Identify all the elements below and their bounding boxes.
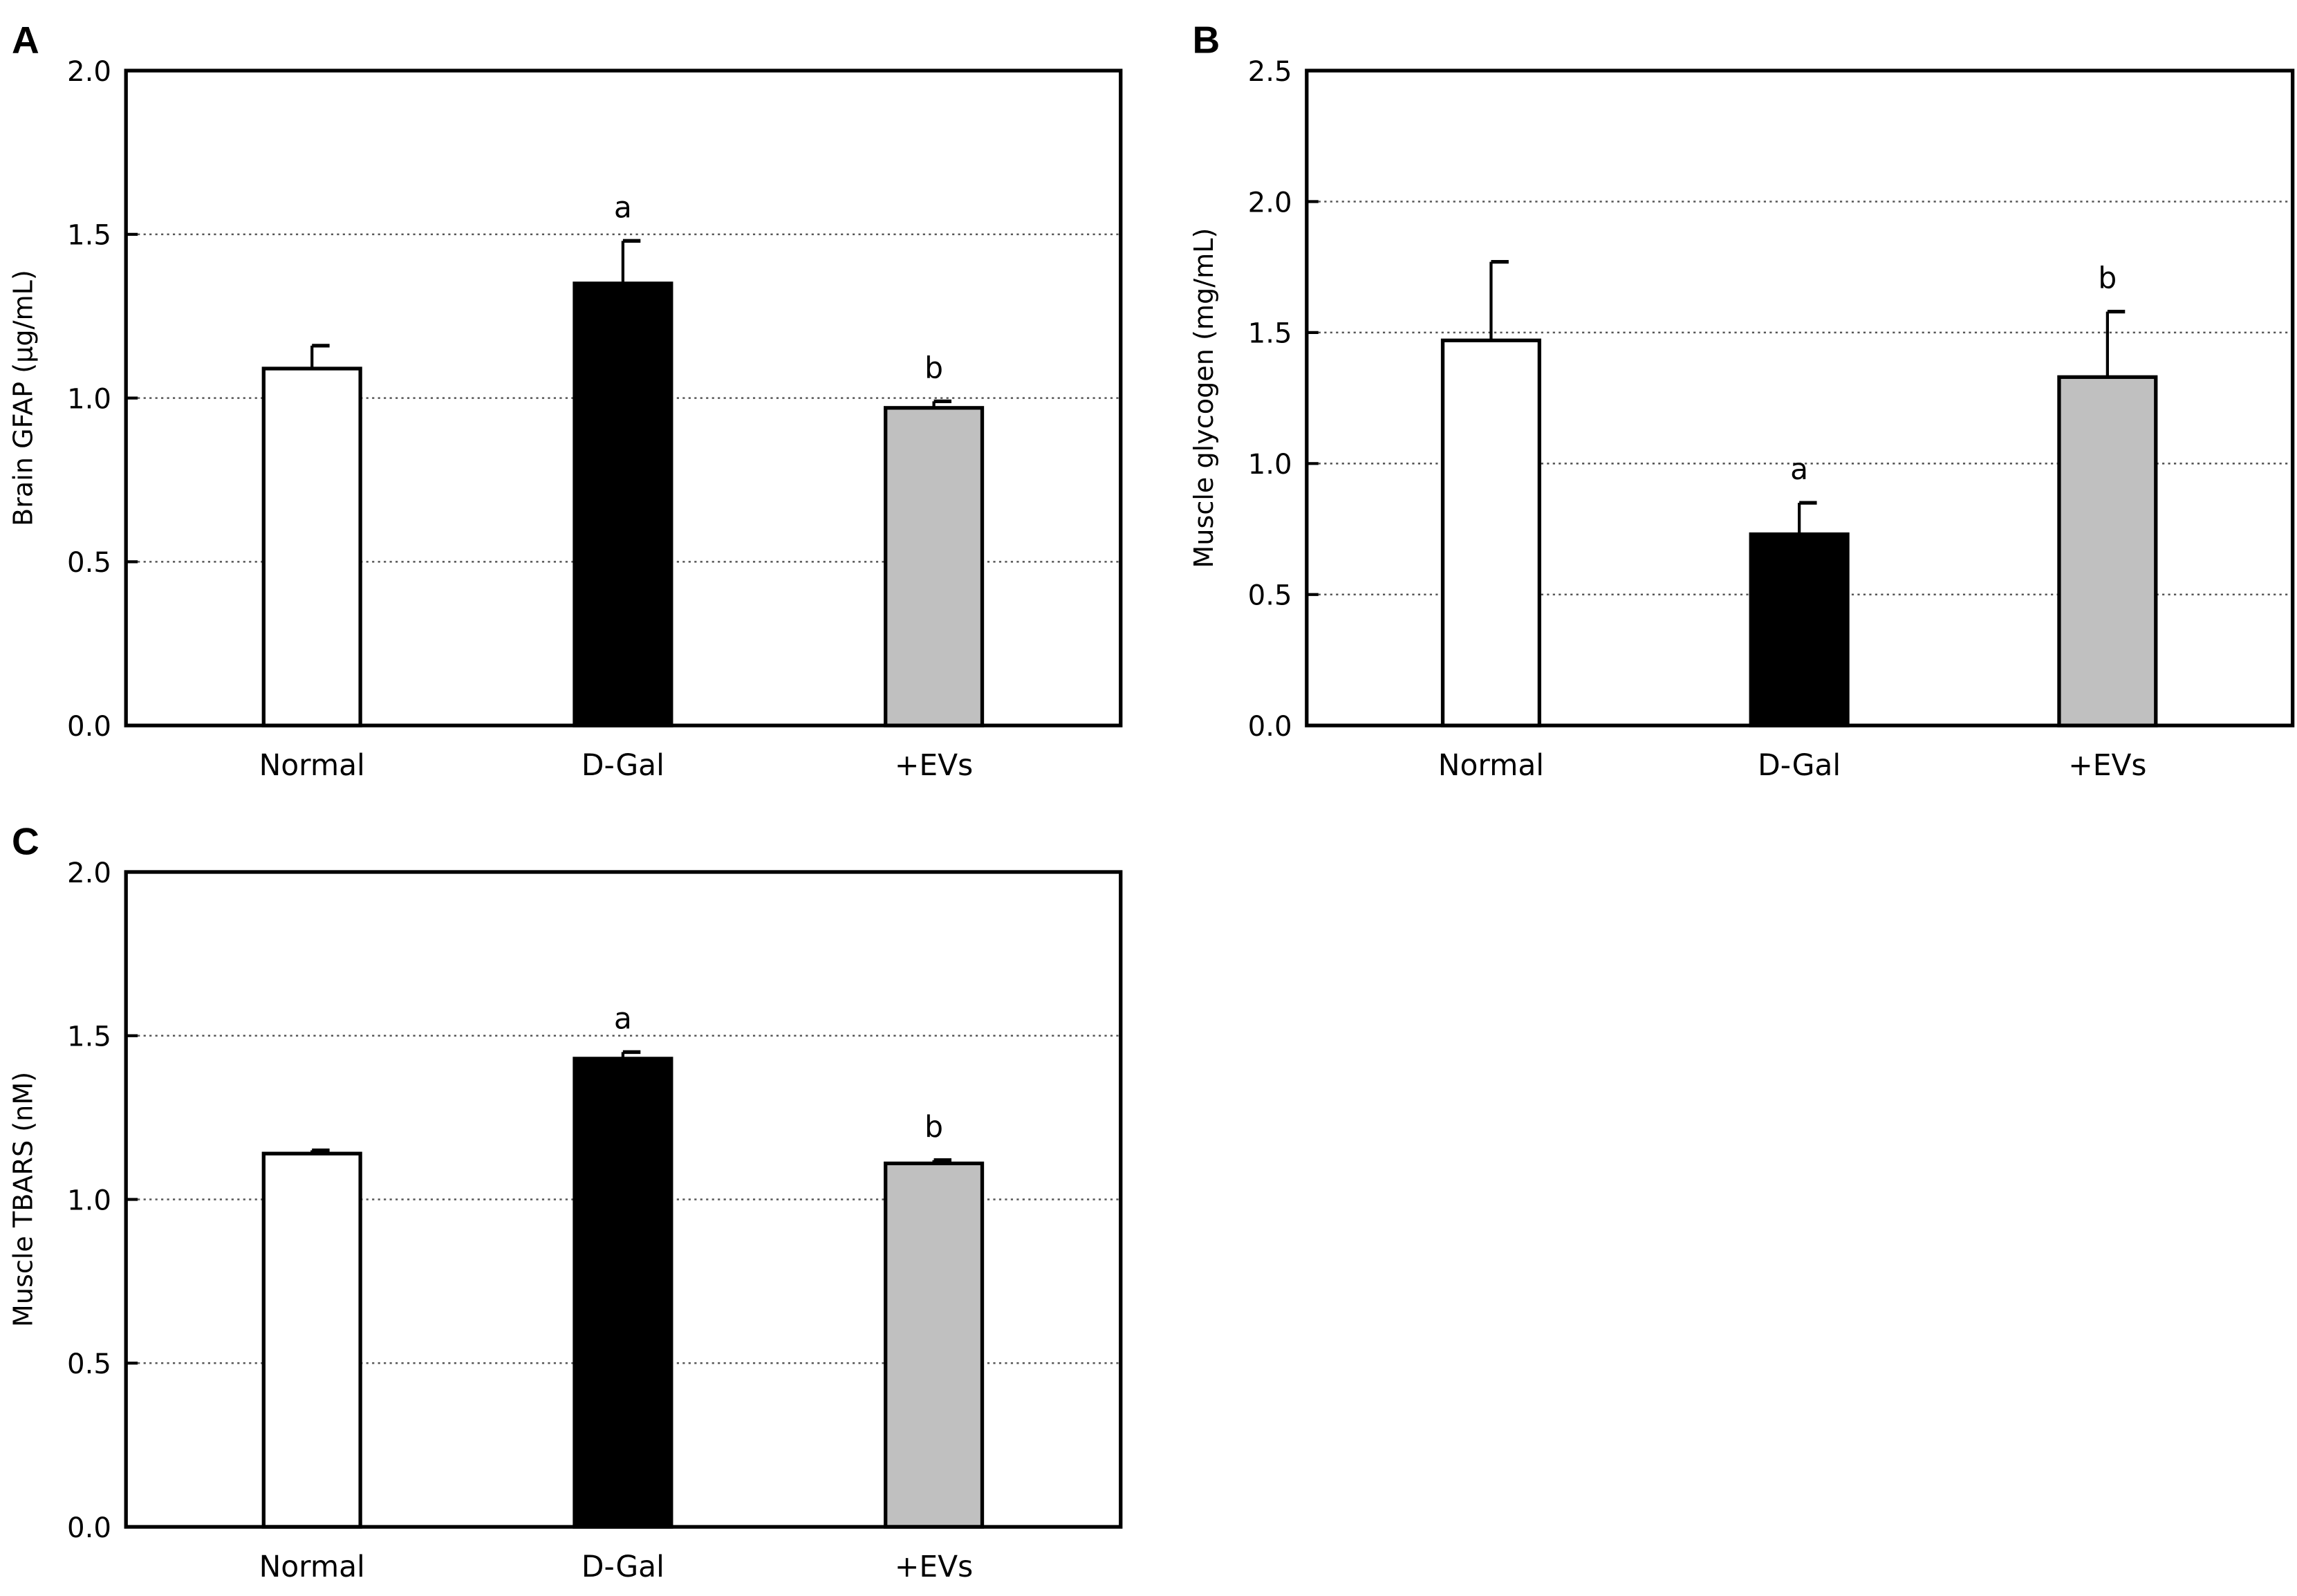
y-tick-label: 2.0 [1248,187,1292,219]
bar-normal [261,366,362,727]
plot-frame [124,68,1123,727]
x-category-label: +EVs [895,748,973,782]
y-axis-label: Brain GFAP (µg/mL) [8,270,39,526]
significance-label: a [1790,452,1808,486]
panel-a: A 0.0 0.5 1.0 1.5 2.0 Brain GFAP (µg/mL) Normal… [8,19,1123,782]
bar-dgal [1749,532,1850,727]
y-tick-label: 1.0 [67,1185,111,1216]
plot-frame [1305,68,2295,727]
y-tick-label: 0.5 [1248,580,1292,612]
y-tick-label: 1.5 [67,220,111,252]
panel-b: B 0.0 0.5 1.0 1.5 2.0 2.5 Muscle glycogen (mg/m… [1189,19,2295,782]
significance-label: a [614,190,632,224]
bar-evs [884,406,985,727]
x-category-label: Normal [259,748,365,782]
significance-label: b [924,1110,943,1144]
x-category-label: Normal [259,1550,365,1584]
y-tick-label: 0.5 [67,547,111,579]
significance-label: a [614,1002,632,1036]
x-category-label: D-Gal [582,1550,664,1584]
y-tick-label: 0.5 [67,1348,111,1380]
panel-label: C [12,820,39,863]
panel-label: B [1193,19,1220,62]
y-tick-label: 1.5 [1248,318,1292,350]
significance-label: b [2098,261,2117,295]
bar-evs [884,1161,985,1529]
bar-normal [1440,338,1542,727]
bar-dgal [573,281,673,727]
y-tick-label: 1.5 [67,1021,111,1053]
x-category-label: D-Gal [1758,748,1841,782]
significance-label: b [924,351,943,384]
y-tick-label: 0.0 [67,1512,111,1544]
y-axis-label: Muscle glycogen (mg/mL) [1189,228,1219,568]
y-tick-label: 2.5 [1248,56,1292,88]
x-category-label: +EVs [2068,748,2146,782]
panel-c: C 0.0 0.5 1.0 1.5 2.0 Muscle TBARS (nM) Normal a… [8,820,1123,1584]
x-category-label: +EVs [895,1550,973,1584]
x-category-label: D-Gal [582,748,664,782]
y-tick-label: 2.0 [67,56,111,88]
plot-frame [124,870,1123,1529]
y-tick-label: 2.0 [67,857,111,889]
y-tick-label: 1.0 [67,383,111,415]
panel-label: A [12,19,39,62]
y-tick-label: 0.0 [1248,711,1292,743]
y-axis-label: Muscle TBARS (nM) [8,1072,39,1327]
x-category-label: Normal [1438,748,1544,782]
y-tick-label: 0.0 [67,711,111,743]
bar-evs [2057,375,2158,727]
y-tick-label: 1.0 [1248,449,1292,481]
bar-dgal [573,1057,673,1529]
bar-normal [261,1151,362,1529]
